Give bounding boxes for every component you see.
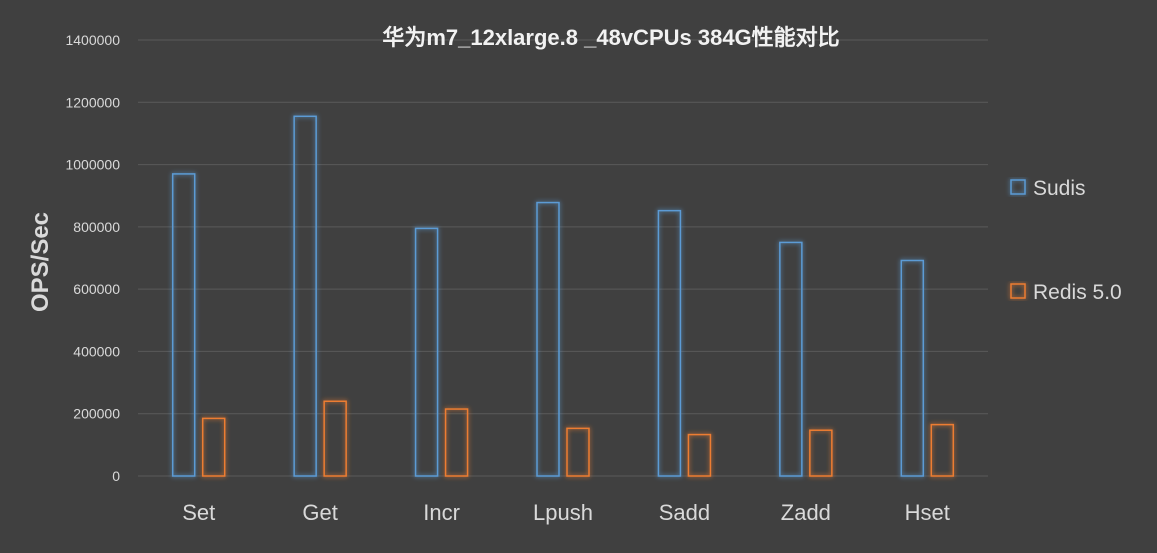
bar-redis-set bbox=[201, 417, 226, 477]
bar-sudis-hset bbox=[900, 259, 925, 477]
legend-label: Redis 5.0 bbox=[1033, 281, 1122, 304]
bar-redis-get bbox=[323, 400, 347, 477]
bar-sudis-zadd bbox=[779, 241, 803, 477]
x-tick-label: Get bbox=[302, 500, 337, 525]
x-tick-label: Hset bbox=[905, 500, 950, 525]
x-axis-ticks: Set Get Incr Lpush Sadd Zadd Hset bbox=[182, 500, 950, 525]
x-tick-label: Incr bbox=[423, 500, 460, 525]
y-tick-label: 200000 bbox=[73, 406, 120, 422]
bar-sudis-set bbox=[171, 173, 196, 477]
bar-sudis-lpush bbox=[536, 201, 560, 477]
y-tick-label: 0 bbox=[112, 468, 120, 484]
x-tick-label: Zadd bbox=[781, 500, 831, 525]
bar-redis-lpush bbox=[566, 427, 590, 477]
y-tick-label: 600000 bbox=[73, 281, 120, 297]
bar-sudis-incr bbox=[414, 227, 439, 477]
bar-redis-incr bbox=[444, 408, 469, 477]
bar-redis-hset bbox=[930, 423, 955, 477]
y-tick-label: 1200000 bbox=[65, 94, 120, 110]
y-tick-label: 400000 bbox=[73, 343, 120, 359]
x-tick-label: Lpush bbox=[533, 500, 593, 525]
bar-sudis-sadd bbox=[657, 209, 682, 477]
y-tick-label: 1000000 bbox=[65, 157, 120, 173]
x-tick-label: Sadd bbox=[659, 500, 710, 525]
legend-swatch bbox=[1010, 283, 1026, 299]
legend-swatch bbox=[1010, 179, 1026, 195]
bar-sudis-get bbox=[293, 115, 317, 477]
legend-label: Sudis bbox=[1033, 177, 1086, 200]
y-tick-label: 800000 bbox=[73, 219, 120, 235]
y-tick-label: 1400000 bbox=[65, 32, 120, 48]
chart-title: 华为m7_12xlarge.8 _48vCPUs 384G性能对比 bbox=[382, 25, 839, 50]
bar-redis-zadd bbox=[809, 429, 833, 477]
bar-redis-sadd bbox=[687, 433, 712, 477]
gridlines bbox=[138, 39, 988, 477]
y-axis-ticks: 0 200000 400000 600000 800000 1000000 1200000 1… bbox=[65, 32, 120, 484]
y-axis-label: OPS/Sec bbox=[27, 212, 54, 312]
x-tick-label: Set bbox=[182, 500, 215, 525]
bars bbox=[171, 115, 955, 477]
legend: Sudis Redis 5.0 bbox=[1010, 177, 1122, 304]
